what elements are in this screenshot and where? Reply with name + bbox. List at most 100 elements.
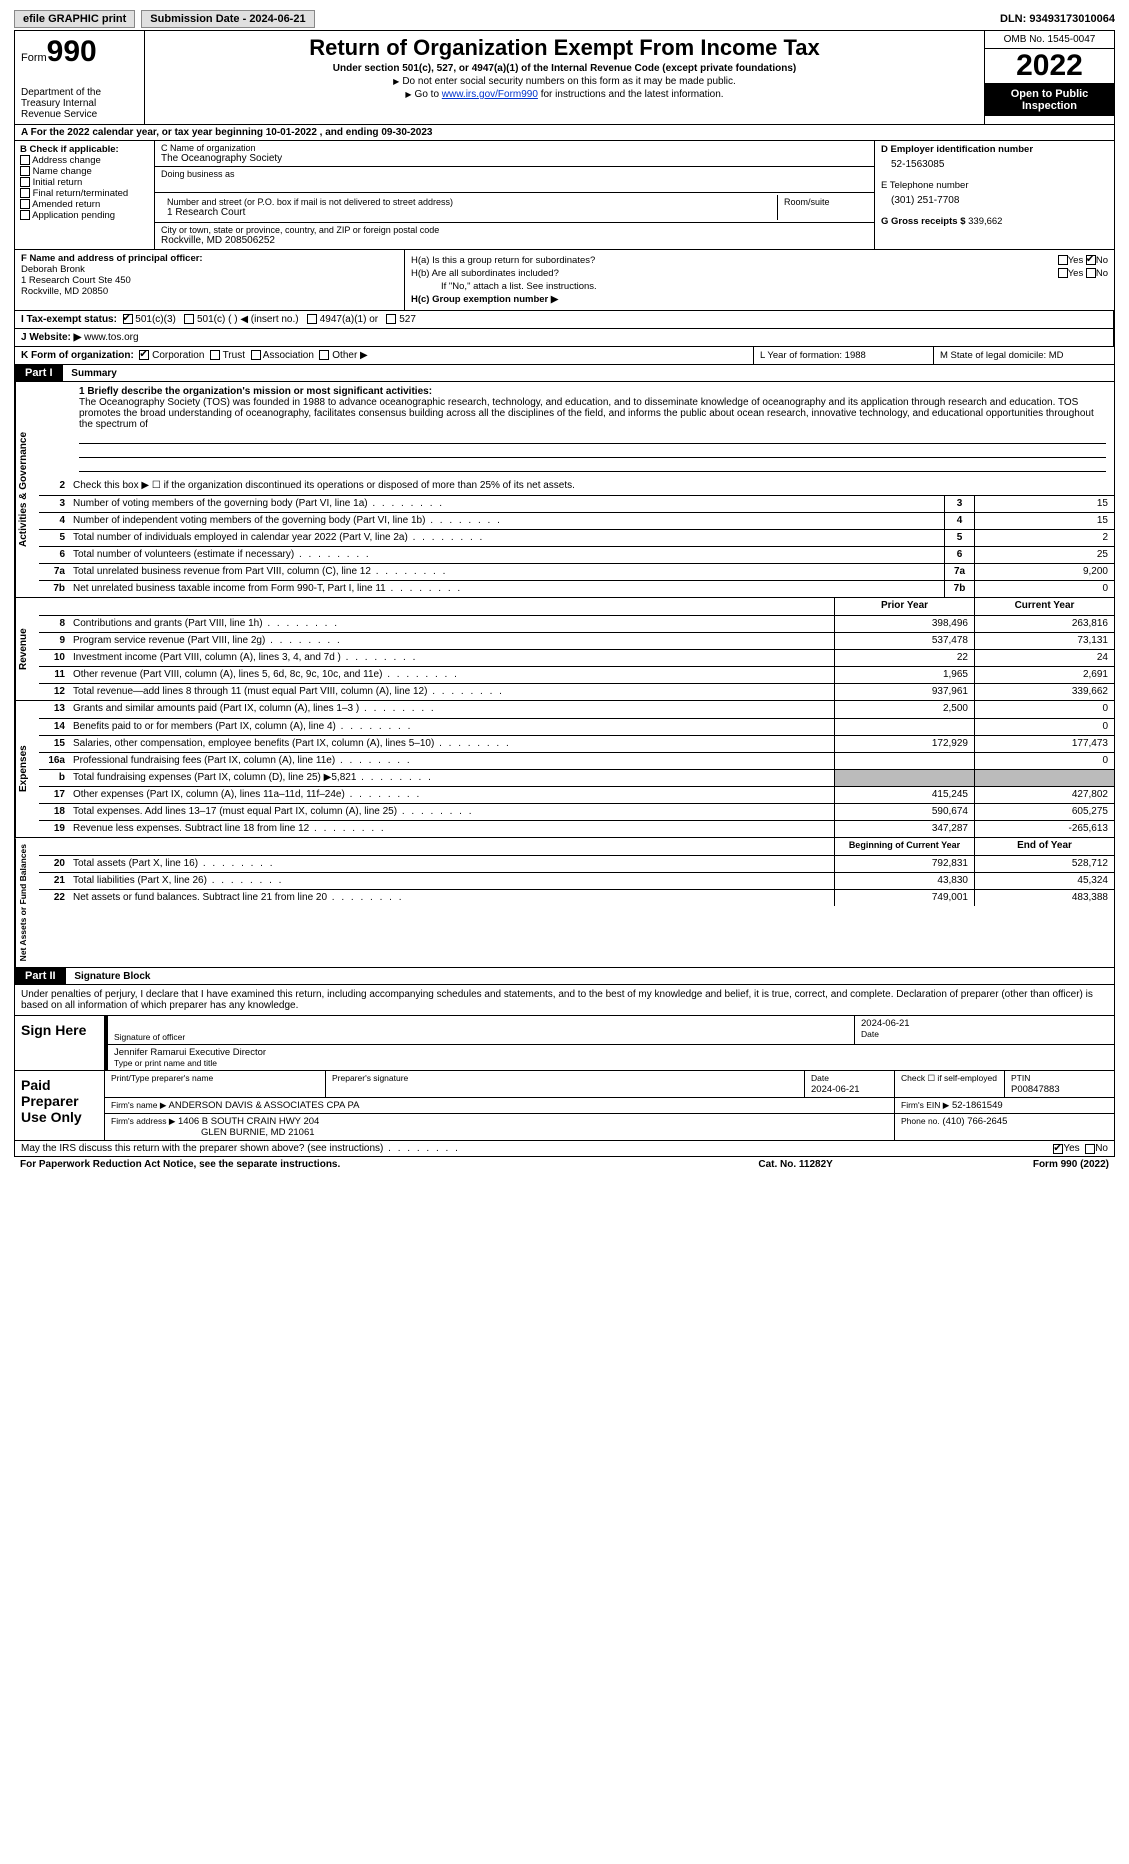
- other-checkbox[interactable]: [319, 350, 329, 360]
- part2-header: Part II Signature Block: [14, 968, 1115, 985]
- checkbox[interactable]: [20, 210, 30, 220]
- prior-value: 172,929: [834, 736, 974, 752]
- current-value: 427,802: [974, 787, 1114, 803]
- officer-name-title: Jennifer Ramarui Executive Director: [114, 1047, 1108, 1058]
- prior-value: 398,496: [834, 616, 974, 632]
- vtab-expenses: Expenses: [15, 701, 39, 837]
- state-domicile: M State of legal domicile: MD: [934, 347, 1114, 364]
- gov-value: 15: [974, 496, 1114, 512]
- row-a-tax-year: A For the 2022 calendar year, or tax yea…: [14, 125, 1115, 141]
- firm-city: GLEN BURNIE, MD 21061: [111, 1127, 315, 1138]
- prior-value: 749,001: [834, 890, 974, 906]
- efile-button[interactable]: efile GRAPHIC print: [14, 10, 135, 28]
- top-bar: efile GRAPHIC print Submission Date - 20…: [14, 10, 1115, 31]
- form-subtitle: Under section 501(c), 527, or 4947(a)(1)…: [155, 63, 974, 74]
- prior-value: 590,674: [834, 804, 974, 820]
- sign-here-block: Sign Here Signature of officer 2024-06-2…: [14, 1016, 1115, 1071]
- officer-name: Deborah Bronk: [21, 264, 398, 275]
- dept-label: Department of the Treasury Internal Reve…: [21, 87, 138, 120]
- checkbox[interactable]: [20, 166, 30, 176]
- checkbox[interactable]: [20, 155, 30, 165]
- firm-address: 1406 B SOUTH CRAIN HWY 204: [178, 1116, 319, 1127]
- section-bcd: B Check if applicable: Address change Na…: [14, 141, 1115, 250]
- checkbox[interactable]: [20, 188, 30, 198]
- form-header: Form990 Department of the Treasury Inter…: [14, 31, 1115, 125]
- tax-year: 2022: [985, 49, 1114, 84]
- ein: 52-1563085: [891, 159, 1108, 170]
- firm-ein: 52-1861549: [952, 1100, 1003, 1111]
- current-value: 2,691: [974, 667, 1114, 683]
- assoc-checkbox[interactable]: [251, 350, 261, 360]
- footer-discuss: May the IRS discuss this return with the…: [14, 1141, 1115, 1157]
- open-to-public: Open to Public Inspection: [985, 84, 1114, 116]
- discuss-no-checkbox[interactable]: [1085, 1144, 1095, 1154]
- hb-yes-checkbox[interactable]: [1058, 268, 1068, 278]
- activities-governance: Activities & Governance 1 Briefly descri…: [14, 382, 1115, 598]
- footer-bottom: For Paperwork Reduction Act Notice, see …: [14, 1157, 1115, 1172]
- prior-value: [834, 753, 974, 769]
- paid-preparer-block: Paid Preparer Use Only Print/Type prepar…: [14, 1071, 1115, 1141]
- gov-value: 15: [974, 513, 1114, 529]
- ptin: P00847883: [1011, 1084, 1060, 1095]
- mission-text: The Oceanography Society (TOS) was found…: [79, 397, 1106, 430]
- prior-value: [834, 719, 974, 735]
- gov-value: 2: [974, 530, 1114, 546]
- city-state-zip: Rockville, MD 208506252: [161, 235, 868, 246]
- part1-header: Part I Summary: [14, 365, 1115, 382]
- current-value: 605,275: [974, 804, 1114, 820]
- prior-value: 415,245: [834, 787, 974, 803]
- col-b: B Check if applicable: Address change Na…: [15, 141, 155, 249]
- current-value: 483,388: [974, 890, 1114, 906]
- 527-checkbox[interactable]: [386, 314, 396, 324]
- ha-no-checkbox[interactable]: [1086, 255, 1096, 265]
- officer-addr1: 1 Research Court Ste 450: [21, 275, 398, 286]
- 501c3-checkbox[interactable]: [123, 314, 133, 324]
- col-c: C Name of organizationThe Oceanography S…: [155, 141, 874, 249]
- form-number: 990: [47, 35, 97, 68]
- revenue-section: Revenue Prior YearCurrent Year 8Contribu…: [14, 598, 1115, 701]
- prior-value: 2,500: [834, 701, 974, 718]
- 501c-checkbox[interactable]: [184, 314, 194, 324]
- current-value: -265,613: [974, 821, 1114, 837]
- section-fh: F Name and address of principal officer:…: [14, 250, 1115, 311]
- prior-value: 792,831: [834, 856, 974, 872]
- hb-no-checkbox[interactable]: [1086, 268, 1096, 278]
- current-value: 339,662: [974, 684, 1114, 700]
- current-value: 0: [974, 719, 1114, 735]
- prior-value: 937,961: [834, 684, 974, 700]
- phone: (301) 251-7708: [891, 195, 1108, 206]
- expenses-section: Expenses 13Grants and similar amounts pa…: [14, 701, 1115, 838]
- 4947-checkbox[interactable]: [307, 314, 317, 324]
- form-label: Form: [21, 52, 47, 64]
- vtab-net-assets: Net Assets or Fund Balances: [15, 838, 39, 967]
- prior-value: 43,830: [834, 873, 974, 889]
- firm-phone: (410) 766-2645: [942, 1116, 1007, 1127]
- note-ssn: Do not enter social security numbers on …: [402, 76, 735, 87]
- note-goto-pre: Go to: [415, 89, 442, 100]
- prior-value: 22: [834, 650, 974, 666]
- note-goto-post: for instructions and the latest informat…: [538, 89, 724, 100]
- current-value: 45,324: [974, 873, 1114, 889]
- corp-checkbox[interactable]: [139, 350, 149, 360]
- year-formation: L Year of formation: 1988: [754, 347, 934, 364]
- checkbox[interactable]: [20, 199, 30, 209]
- ha-yes-checkbox[interactable]: [1058, 255, 1068, 265]
- current-value: 73,131: [974, 633, 1114, 649]
- prior-value: 537,478: [834, 633, 974, 649]
- firm-name: ANDERSON DAVIS & ASSOCIATES CPA PA: [169, 1100, 360, 1111]
- current-value: 528,712: [974, 856, 1114, 872]
- sig-date: 2024-06-21: [861, 1018, 1108, 1029]
- current-value: 0: [974, 753, 1114, 769]
- net-assets-section: Net Assets or Fund Balances Beginning of…: [14, 838, 1115, 968]
- dln: DLN: 93493173010064: [1000, 13, 1115, 25]
- irs-link[interactable]: www.irs.gov/Form990: [442, 89, 538, 100]
- website: www.tos.org: [84, 332, 138, 343]
- discuss-yes-checkbox[interactable]: [1053, 1144, 1063, 1154]
- current-value: 0: [974, 701, 1114, 718]
- current-value: 177,473: [974, 736, 1114, 752]
- gross-receipts: 339,662: [968, 216, 1002, 227]
- row-i: I Tax-exempt status: 501(c)(3) 501(c) ( …: [14, 311, 1115, 329]
- trust-checkbox[interactable]: [210, 350, 220, 360]
- current-value: 24: [974, 650, 1114, 666]
- checkbox[interactable]: [20, 177, 30, 187]
